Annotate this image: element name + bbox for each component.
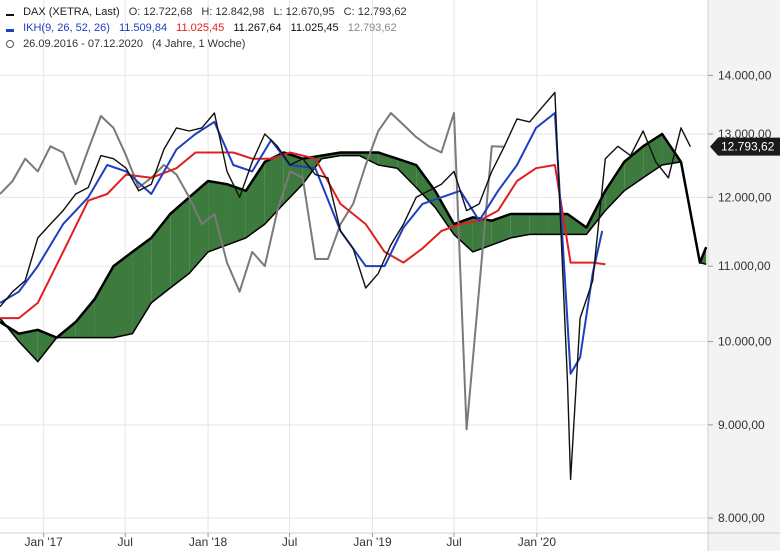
clock-icon [6, 40, 14, 48]
cloud-segment [208, 181, 227, 252]
x-tick-label: Jan '20 [518, 535, 557, 549]
cloud-segment [18, 329, 38, 362]
cloud-segment [37, 329, 57, 362]
cloud-segment [491, 213, 511, 245]
cloud-segment [416, 165, 436, 208]
x-tick-label: Jul [282, 535, 297, 549]
cloud-segment [170, 197, 190, 289]
last-price-label: 12.793,62 [721, 140, 775, 154]
symbol-name: DAX (XETRA, Last) [23, 6, 120, 18]
chikou-span-line [0, 112, 505, 431]
cloud-segment [94, 266, 114, 338]
legend-range-row: 26.09.2016 - 07.12.2020 (4 Jahre, 1 Woch… [6, 38, 251, 50]
cloud-segment [113, 251, 133, 338]
x-tick-label: Jul [118, 535, 133, 549]
legend-ikh-row: IKH(9, 26, 52, 26) 11.509,84 11.025,45 1… [6, 22, 403, 34]
ikh-kijun-value: 11.025,45 [176, 22, 225, 34]
tenkan-sen-line [0, 112, 604, 375]
date-span: (4 Jahre, 1 Woche) [152, 38, 246, 50]
y-tick-label: 14.000,00 [718, 68, 772, 82]
x-tick-label: Jan '18 [189, 535, 228, 549]
y-tick-label: 11.000,00 [718, 259, 771, 273]
cloud-segment [529, 213, 549, 235]
cloud-segment [378, 152, 398, 169]
cloud-segment [605, 161, 625, 211]
senkou-span-a-line [0, 132, 708, 339]
high-value: H: 12.842,98 [201, 6, 265, 18]
y-tick-label: 10.000,00 [718, 335, 772, 349]
y-tick-label: 9.000,00 [718, 418, 765, 432]
ikh-name: IKH(9, 26, 52, 26) [23, 22, 110, 34]
cloud-segment [397, 158, 417, 188]
y-tick-label: 13.000,00 [718, 127, 772, 141]
legend-symbol-row: DAX (XETRA, Last) O: 12.722,68 H: 12.842… [6, 6, 413, 18]
low-value: L: 12.670,95 [273, 6, 335, 18]
cloud-segment [245, 161, 265, 238]
cloud-segment [435, 190, 454, 235]
ikh-span-a-value: 11.267,64 [233, 22, 282, 34]
ikh-chikou-value: 12.793,62 [347, 22, 397, 34]
ikh-line-icon [6, 24, 14, 32]
cloud-segment [226, 184, 246, 245]
last-price-badge [710, 137, 780, 156]
y-axis-panel [708, 0, 780, 551]
close-value: C: 12.793,62 [343, 6, 407, 18]
cloud-segment [624, 146, 644, 191]
x-tick-label: Jul [446, 535, 461, 549]
price-line-icon [6, 8, 14, 16]
y-tick-label: 12.000,00 [718, 190, 772, 204]
x-tick-label: Jan '19 [353, 535, 392, 549]
cloud-segment [510, 213, 530, 238]
cloud-segment [75, 299, 95, 338]
x-tick-label: Jan '17 [25, 535, 64, 549]
price-line [0, 91, 692, 481]
cloud-segment [472, 217, 492, 252]
cloud-segment [567, 213, 587, 235]
ikh-tenkan-value: 11.509,84 [118, 22, 168, 34]
cloud-segment [189, 181, 209, 274]
y-tick-label: 8.000,00 [718, 511, 765, 525]
date-range: 26.09.2016 - 07.12.2020 [23, 38, 143, 50]
kijun-sen-line [0, 151, 606, 320]
open-value: O: 12.722,68 [128, 6, 193, 18]
cloud-segment [151, 213, 171, 303]
ikh-span-b-value: 11.025,45 [290, 22, 339, 34]
